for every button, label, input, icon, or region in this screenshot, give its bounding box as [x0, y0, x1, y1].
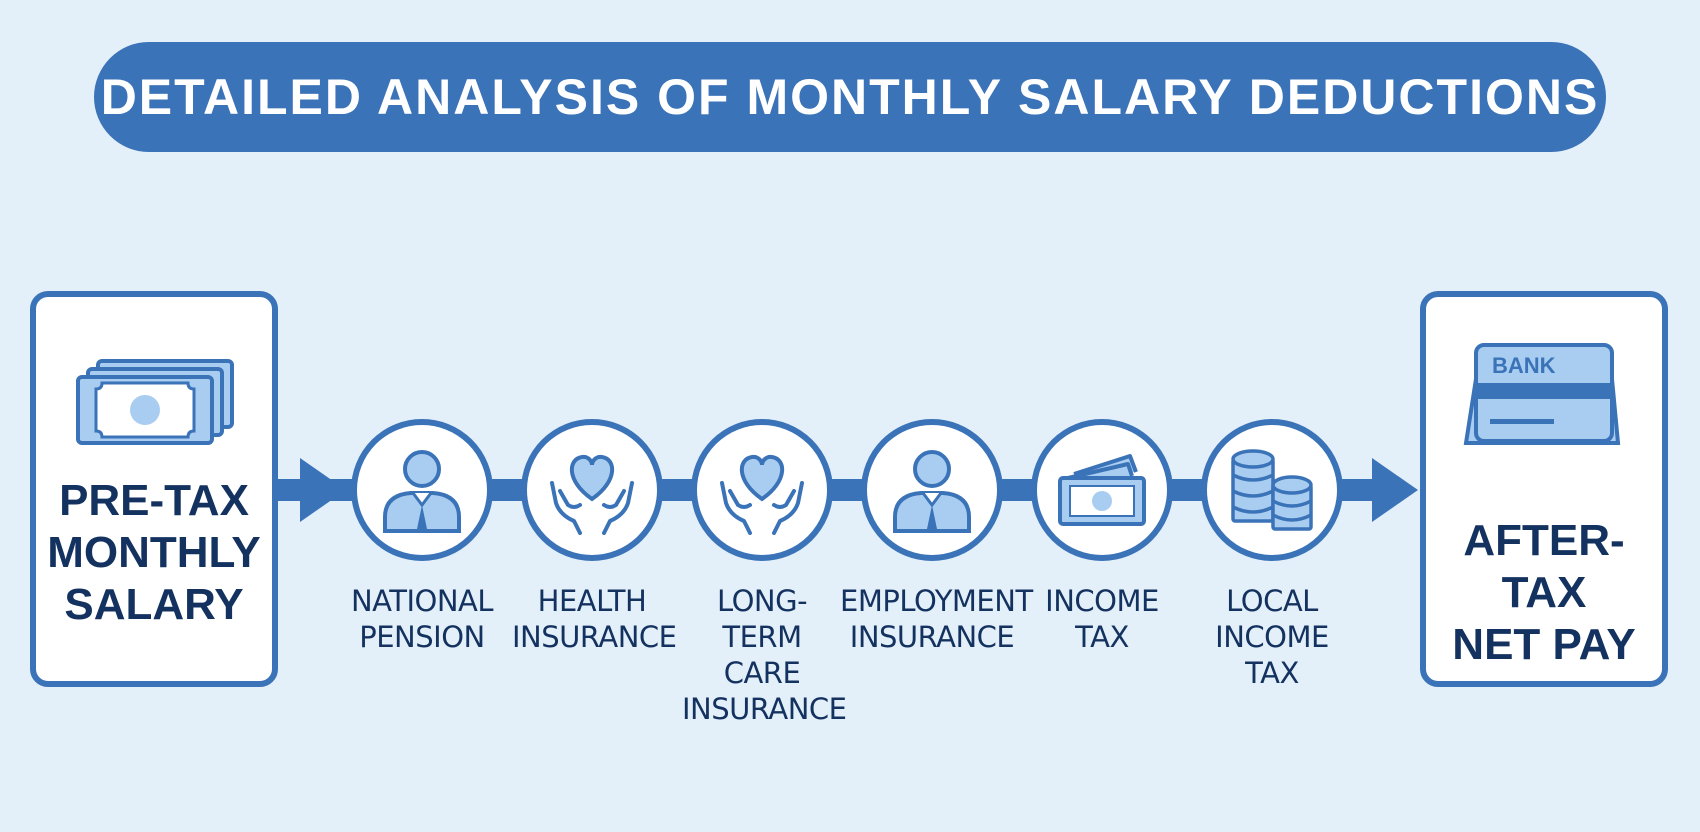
heart-hands-icon	[550, 454, 634, 535]
deduction-label-national-pension: NATIONAL PENSION	[350, 584, 494, 654]
after-tax-net-pay-label: AFTER-TAX NET PAY	[1452, 516, 1636, 669]
deduction-label-income-tax: INCOME TAX	[1045, 584, 1159, 654]
title-banner: DETAILED ANALYSIS OF MONTHLY SALARY DEDU…	[94, 42, 1606, 152]
coin-stacks-icon	[1231, 449, 1313, 531]
cash-stack-icon	[76, 359, 234, 445]
diagram-title: DETAILED ANALYSIS OF MONTHLY SALARY DEDU…	[100, 69, 1600, 125]
national-pension-node	[351, 419, 493, 561]
local-income-tax-node	[1201, 419, 1343, 561]
arrow-head-end	[1372, 458, 1418, 522]
deduction-label-employment-insurance: EMPLOYMENT INSURANCE	[840, 584, 1033, 654]
deduction-label-health-insurance: HEALTH INSURANCE	[512, 584, 677, 654]
deduction-label-local-income-tax: LOCAL INCOME TAX	[1215, 584, 1329, 690]
pre-tax-salary-label: PRE-TAX MONTHLY SALARY	[47, 476, 261, 629]
employment-insurance-node	[861, 419, 1003, 561]
banknote-icon	[1058, 454, 1146, 526]
income-tax-node	[1031, 419, 1173, 561]
person-icon	[383, 450, 461, 533]
arrow-head-start	[300, 458, 346, 522]
after-tax-net-pay-box: BANK AFTER-TAX NET PAY	[1420, 291, 1668, 687]
bank-card-text: BANK	[1492, 353, 1556, 378]
bank-card-icon: BANK	[1463, 343, 1621, 445]
health-insurance-node	[521, 419, 663, 561]
deduction-label-long-term-care-insurance: LONG-TERM CARE INSURANCE	[682, 584, 847, 726]
heart-hands-icon	[720, 454, 804, 535]
pre-tax-salary-box: PRE-TAX MONTHLY SALARY	[30, 291, 278, 687]
person-icon	[893, 450, 971, 533]
long-term-care-insurance-node	[691, 419, 833, 561]
